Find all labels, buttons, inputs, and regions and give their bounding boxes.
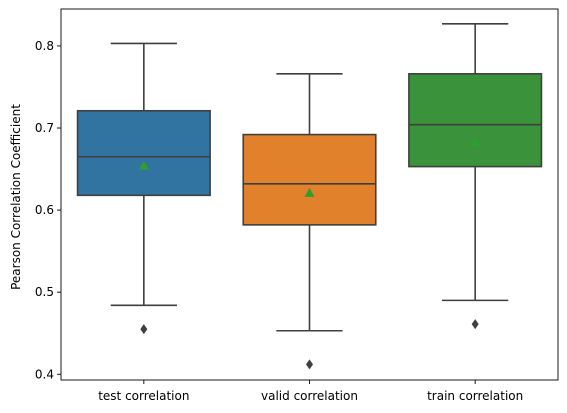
y-tick-label: 0.7 [35,121,54,135]
outlier-point [471,319,479,330]
y-tick-label: 0.6 [35,203,54,217]
box [76,109,211,197]
x-tick-label: test correlation [98,389,189,403]
y-tick-label: 0.8 [35,39,54,53]
box [408,73,543,168]
mean-marker [304,187,315,197]
x-tick-label: train correlation [427,389,523,403]
mean-marker [470,136,481,146]
y-tick-label: 0.4 [35,367,54,381]
y-tick-label: 0.5 [35,285,54,299]
outlier-point [140,324,148,335]
x-tick-label: valid correlation [261,389,358,403]
outlier-point [306,359,313,370]
plot-area: 0.4 0.5 0.6 0.7 0.8 test correlation valid cor… [35,8,559,403]
box [242,133,377,226]
y-axis-label: Pearson Correlation Coefficient [9,104,23,290]
mean-marker [138,160,149,170]
